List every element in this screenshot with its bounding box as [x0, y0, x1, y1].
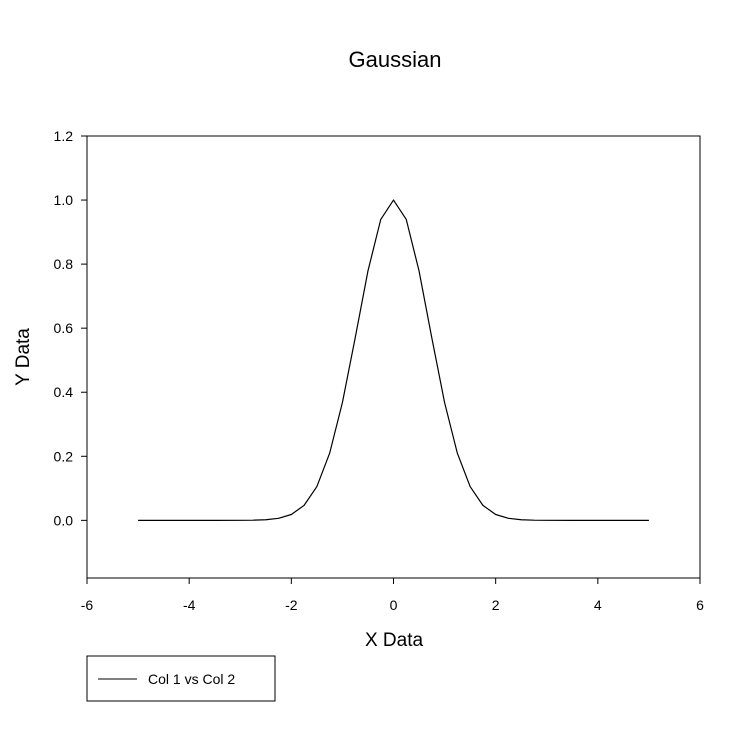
x-axis: -6 -4 -2 0 2 4 6 — [81, 578, 704, 613]
x-tick-label: 0 — [390, 597, 398, 613]
y-tick-label: 0.2 — [54, 448, 74, 464]
plot-frame — [86, 135, 701, 579]
legend-box — [86, 655, 276, 702]
series-line — [138, 199, 649, 521]
y-tick-label: 0.4 — [54, 384, 74, 400]
x-tick-label: 2 — [492, 597, 500, 613]
y-tick-label: 0.6 — [54, 320, 74, 336]
x-tick-label: 4 — [594, 597, 602, 613]
y-tick-label: 0.0 — [54, 512, 74, 528]
legend-label: Col 1 vs Col 2 — [148, 671, 235, 687]
x-tick-label: -6 — [81, 597, 94, 613]
legend: Col 1 vs Col 2 — [86, 655, 276, 702]
x-axis-title: X Data — [365, 630, 424, 651]
x-tick-label: -4 — [183, 597, 196, 613]
y-axis: 0.0 0.2 0.4 0.6 0.8 1.0 1.2 — [54, 128, 87, 528]
chart-title: Gaussian — [349, 47, 442, 72]
y-axis-title: Y Data — [13, 328, 34, 386]
y-tick-label: 0.8 — [54, 256, 74, 272]
x-tick-label: -2 — [285, 597, 298, 613]
y-tick-label: 1.0 — [54, 192, 74, 208]
series-layer — [138, 199, 649, 521]
x-tick-label: 6 — [696, 597, 704, 613]
y-tick-label: 1.2 — [54, 128, 74, 144]
